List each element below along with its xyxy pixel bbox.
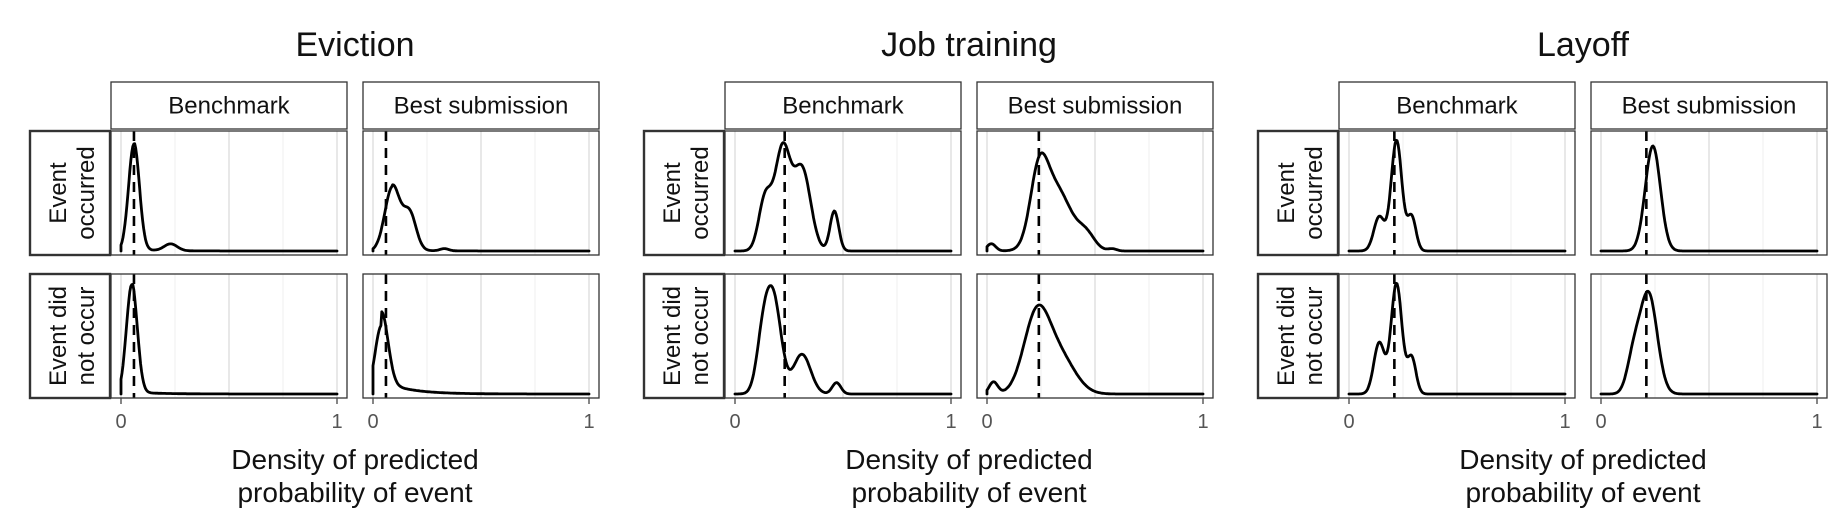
row-strip-label: Eventoccurred [45, 146, 100, 239]
column-strip-label: Benchmark [168, 93, 290, 120]
x-tick-label: 0 [1595, 411, 1606, 433]
density-curve [1347, 138, 1567, 253]
density-curve [1347, 281, 1567, 396]
x-tick-label: 1 [583, 411, 594, 433]
x-axis-label: Density of predicted probability of event [845, 444, 1092, 508]
density-curve [371, 183, 591, 253]
row-strip-label: Eventoccurred [659, 146, 714, 239]
row-strip-label: Event didnot occur [1273, 286, 1328, 386]
row-strip-box [28, 129, 112, 257]
column-strip-label: Best submission [1622, 93, 1797, 120]
column-strip-label: Best submission [394, 93, 569, 120]
row-strip-label-line: occurred [73, 146, 100, 239]
x-axis-label-line: Density of predicted [845, 444, 1092, 475]
row-strip-label: Event didnot occur [45, 286, 100, 386]
row-strip-label: Eventoccurred [1273, 146, 1328, 239]
row-strip-label-line: occurred [687, 146, 714, 239]
column-strip-box [976, 81, 1214, 130]
row-strip-label-line: Event [1273, 162, 1300, 224]
x-axis-label-line: probability of event [851, 477, 1086, 508]
row-strip-label: Event didnot occur [659, 286, 714, 386]
x-axis-label-line: Density of predicted [1459, 444, 1706, 475]
x-tick-label: 0 [981, 411, 992, 433]
row-strip-label-line: Event [659, 162, 686, 224]
panel-border [362, 273, 600, 399]
row-strip-box [642, 129, 726, 257]
x-tick-label: 0 [367, 411, 378, 433]
chart-group-2: Layoff Benchmark Best submission Eventoccur… [1256, 26, 1828, 508]
panel-border [1590, 273, 1828, 399]
row-strip-box [28, 272, 112, 400]
column-strip-box [724, 81, 962, 130]
density-curve [733, 141, 953, 253]
column-strip-box [1590, 81, 1828, 130]
panel-border [110, 130, 348, 256]
density-curve [1599, 144, 1819, 253]
density-curve [119, 142, 339, 253]
row-strip-box [1256, 272, 1340, 400]
x-tick-label: 0 [1343, 411, 1354, 433]
x-axis-label-line: Density of predicted [231, 444, 478, 475]
chart-title: Job training [881, 26, 1057, 64]
panel-border [976, 273, 1214, 399]
x-axis-label-line: probability of event [1465, 477, 1700, 508]
density-curve [985, 151, 1205, 253]
x-axis-label: Density of predicted probability of event [1459, 444, 1706, 508]
chart-group-0: Eviction Benchmark Best submission Eventocc… [28, 26, 600, 508]
chart-title: Layoff [1537, 26, 1630, 64]
panel-border [724, 130, 962, 256]
column-strip-label: Best submission [1008, 93, 1183, 120]
x-axis-label-line: probability of event [237, 477, 472, 508]
panel-border [110, 273, 348, 399]
density-curve [733, 284, 953, 396]
column-strip-box [110, 81, 348, 130]
chart-group-1: Job training Benchmark Best submission Even… [642, 26, 1214, 508]
row-strip-box [1256, 129, 1340, 257]
row-strip-label-line: not occur [73, 287, 100, 386]
row-strip-label-line: not occur [687, 287, 714, 386]
row-strip-label-line: Event did [659, 286, 686, 386]
density-curve [1599, 289, 1819, 396]
row-strip-label-line: Event did [45, 286, 72, 386]
density-curve [985, 303, 1205, 396]
row-strip-label-line: not occur [1301, 287, 1328, 386]
panel-border [1338, 273, 1576, 399]
panel-border [976, 130, 1214, 256]
x-axis-label: Density of predicted probability of event [231, 444, 478, 508]
x-tick-label: 1 [945, 411, 956, 433]
panel-border [362, 130, 600, 256]
density-curve [371, 310, 591, 396]
x-tick-label: 1 [1811, 411, 1822, 433]
panel-border [1338, 130, 1576, 256]
x-tick-label: 0 [729, 411, 740, 433]
x-tick-label: 1 [1197, 411, 1208, 433]
row-strip-label-line: occurred [1301, 146, 1328, 239]
x-tick-label: 0 [115, 411, 126, 433]
chart-title: Eviction [295, 26, 414, 64]
column-strip-box [362, 81, 600, 130]
panel-border [724, 273, 962, 399]
column-strip-label: Benchmark [782, 93, 904, 120]
x-tick-label: 1 [331, 411, 342, 433]
row-strip-label-line: Event [45, 162, 72, 224]
column-strip-box [1338, 81, 1576, 130]
x-tick-label: 1 [1559, 411, 1570, 433]
density-curve [119, 283, 339, 396]
row-strip-label-line: Event did [1273, 286, 1300, 386]
row-strip-box [642, 272, 726, 400]
column-strip-label: Benchmark [1396, 93, 1518, 120]
panel-border [1590, 130, 1828, 256]
